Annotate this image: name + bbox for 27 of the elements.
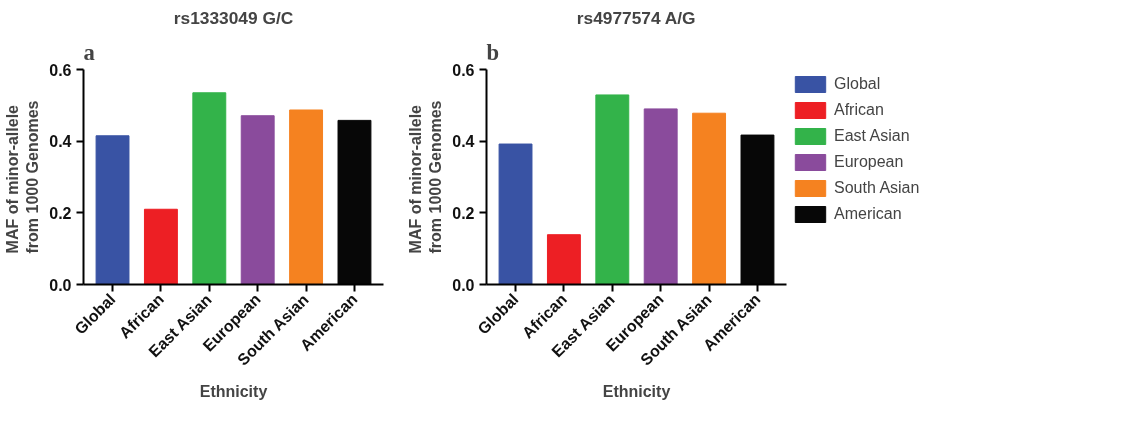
legend-label: American — [834, 205, 902, 223]
y-tick-label: 0.6 — [452, 61, 475, 79]
chart-title: rs1333049 G/C — [173, 7, 294, 28]
legend-label: African — [834, 101, 884, 119]
bar — [289, 109, 324, 285]
y-tick-label: 0.2 — [49, 204, 72, 222]
bar — [240, 115, 275, 285]
y-tick-label: 0.0 — [49, 276, 72, 294]
y-tick-label: 0.4 — [49, 133, 72, 151]
y-tick-label: 0.6 — [49, 61, 72, 79]
bar — [95, 135, 130, 285]
bar — [192, 92, 227, 285]
y-axis-title: MAF of minor-allele from 1000 Genomes — [406, 100, 445, 254]
y-axis-title: MAF of minor-allele from 1000 Genomes — [3, 100, 42, 254]
legend-label: South Asian — [834, 179, 920, 197]
y-tick-label: 0.2 — [452, 204, 475, 222]
text: b — [486, 39, 500, 65]
x-axis-title: Ethnicity — [602, 382, 671, 400]
y-tick-label: 0.0 — [452, 276, 475, 294]
legend-label: European — [834, 153, 904, 171]
legend-label: East Asian — [834, 127, 910, 145]
y-tick-label: 0.4 — [452, 133, 475, 151]
chart-title: rs4977574 A/G — [576, 7, 696, 28]
bar — [143, 208, 178, 285]
text: a — [83, 39, 95, 65]
legend-label: Global — [834, 75, 881, 93]
x-axis-title: Ethnicity — [199, 382, 268, 400]
